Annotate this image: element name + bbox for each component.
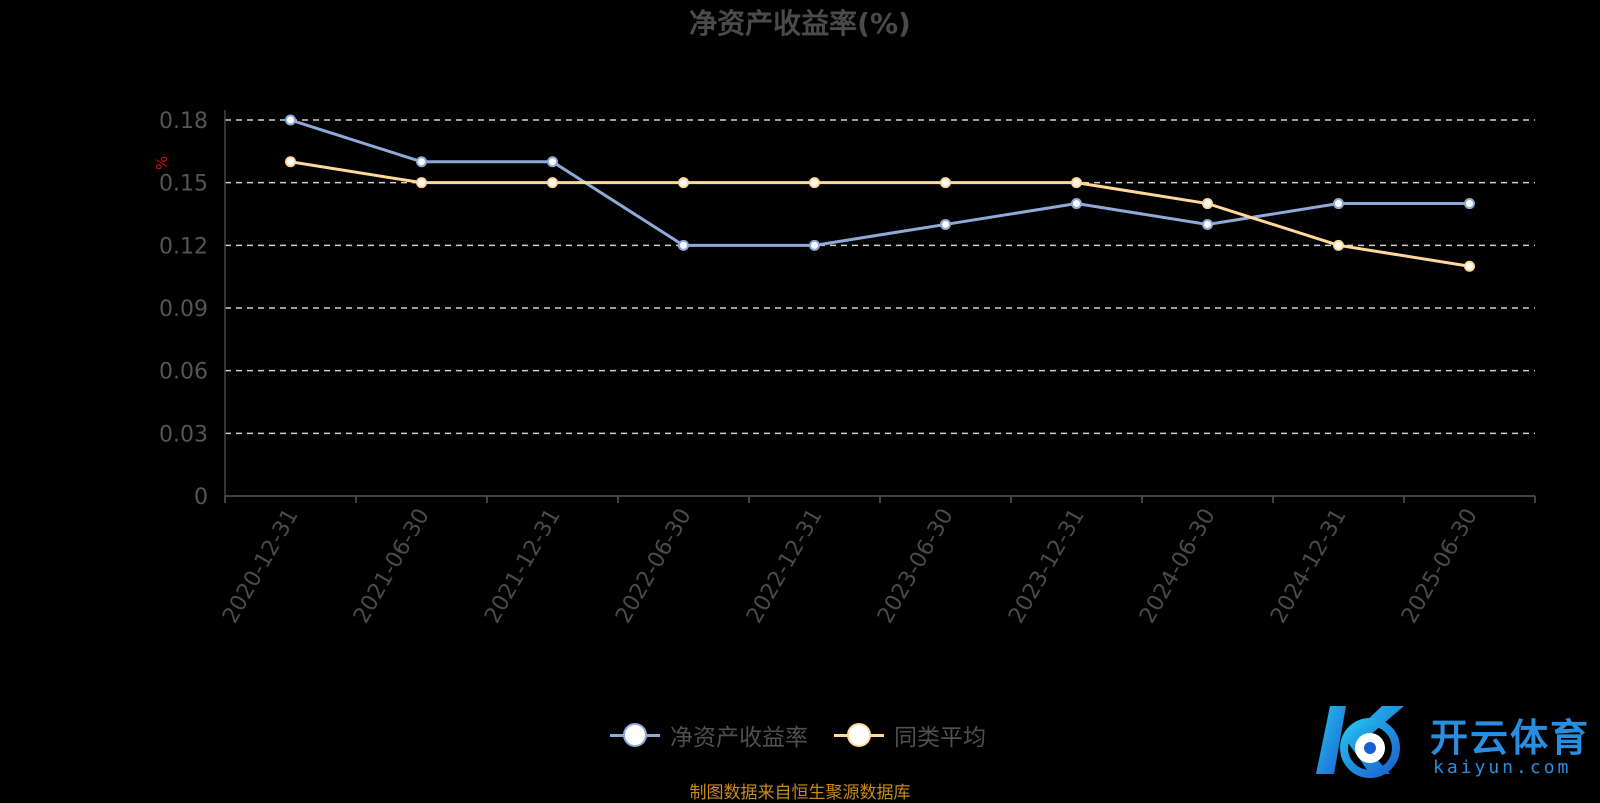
legend-label-peer-avg: 同类平均	[894, 725, 986, 751]
data-point-1	[940, 177, 951, 189]
data-point-0	[416, 156, 427, 168]
y-tick-label: 0.09	[159, 297, 208, 322]
data-point-0	[940, 218, 951, 230]
x-tick-label: 2023-12-31	[1004, 505, 1090, 628]
x-tick-label: 2023-06-30	[873, 505, 959, 628]
series-line-1	[290, 160, 1470, 268]
y-tick-label: 0.15	[159, 172, 208, 197]
legend-marker-icon	[610, 722, 660, 748]
data-point-0	[1464, 198, 1475, 210]
legend-item-peer-avg[interactable]: 同类平均	[834, 718, 986, 752]
data-point-0	[1071, 198, 1082, 210]
data-point-1	[1333, 239, 1344, 251]
data-point-0	[1333, 198, 1344, 210]
y-tick-label: 0.03	[159, 422, 208, 447]
data-point-1	[1464, 260, 1475, 272]
y-axis-label: %	[153, 156, 171, 170]
watermark-text: 开云体育	[1430, 716, 1591, 760]
x-tick-label: 2021-12-31	[480, 505, 566, 628]
y-tick-label: 0.12	[159, 234, 208, 259]
legend-label-roe: 净资产收益率	[670, 725, 808, 751]
kaiyun-logo-icon	[1316, 706, 1404, 778]
x-tick-label: 2024-12-31	[1266, 505, 1352, 628]
data-point-1	[1071, 177, 1082, 189]
y-tick-label: 0.06	[159, 360, 208, 385]
source-note: 制图数据来自恒生聚源数据库	[689, 783, 911, 803]
data-point-1	[547, 177, 558, 189]
series-line-0	[290, 118, 1470, 247]
x-tick-label: 2022-12-31	[742, 505, 828, 628]
y-tick-label: 0.18	[159, 109, 208, 134]
x-tick-label: 2024-06-30	[1135, 505, 1221, 628]
x-tick-label: 2020-12-31	[218, 505, 304, 628]
watermark-subtext: kaiyun.com	[1433, 757, 1572, 778]
x-tick-label: 2022-06-30	[611, 505, 697, 628]
data-point-1	[678, 177, 689, 189]
data-point-0	[1202, 218, 1213, 230]
data-point-1	[285, 156, 296, 168]
legend-marker-icon	[834, 722, 884, 748]
chart-title: 净资产收益率(%)	[689, 7, 911, 40]
data-point-1	[809, 177, 820, 189]
data-point-0	[285, 114, 296, 126]
data-point-0	[809, 239, 820, 251]
data-point-1	[416, 177, 427, 189]
x-tick-label: 2025-06-30	[1397, 505, 1483, 628]
x-tick-label: 2021-06-30	[349, 505, 435, 628]
data-point-1	[1202, 198, 1213, 210]
data-point-0	[547, 156, 558, 168]
data-point-0	[678, 239, 689, 251]
legend-item-roe[interactable]: 净资产收益率	[610, 718, 808, 752]
y-tick-label: 0	[194, 485, 208, 510]
